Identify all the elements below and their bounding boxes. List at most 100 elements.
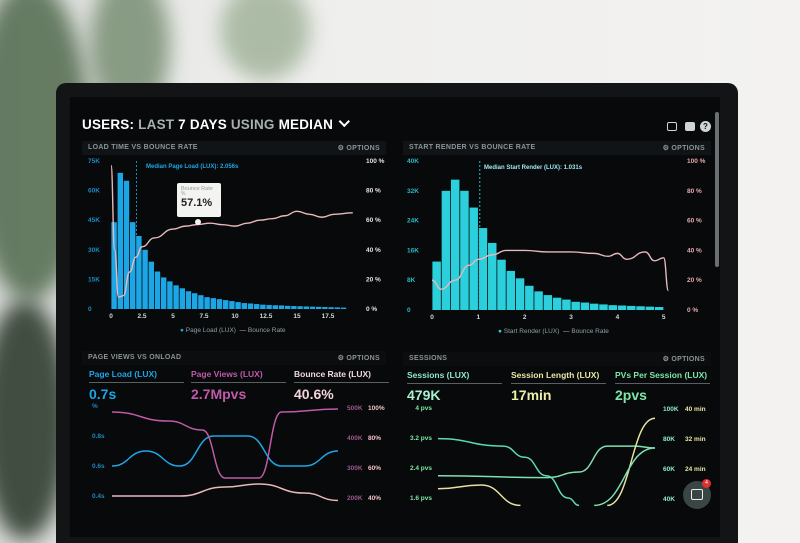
right-axis-b: 100% 80% 60% 40% bbox=[368, 405, 385, 503]
series-line bbox=[111, 408, 339, 479]
histogram-bar bbox=[525, 285, 534, 310]
legend-item[interactable]: Bounce Rate bbox=[571, 328, 609, 335]
bounce-rate-line bbox=[110, 164, 353, 298]
x-tick-label: 4 bbox=[616, 314, 620, 321]
options-label: OPTIONS bbox=[346, 355, 380, 362]
metric-bounce-rate[interactable]: Bounce Rate (LUX) 40.6% bbox=[294, 369, 389, 402]
y-tick-label: 16K bbox=[407, 247, 419, 254]
options-button[interactable]: ⚙ OPTIONS bbox=[662, 145, 705, 152]
tick-label: 0.8s bbox=[92, 433, 105, 440]
histogram-bar bbox=[179, 288, 185, 309]
x-tick-label: 2 bbox=[523, 314, 527, 321]
panel-title: PAGE VIEWS VS ONLOAD bbox=[88, 354, 182, 361]
legend-item[interactable]: Page Load (LUX) bbox=[185, 327, 236, 334]
metric-page-load[interactable]: Page Load (LUX) 0.7s bbox=[89, 369, 184, 402]
histogram-bar bbox=[488, 242, 497, 310]
share-icon[interactable] bbox=[685, 122, 695, 131]
histogram-bar bbox=[328, 307, 334, 309]
histogram-bar bbox=[469, 207, 478, 310]
tick-label: 0.6s bbox=[92, 463, 105, 470]
x-tick-label: 5 bbox=[171, 313, 175, 320]
histogram-bar bbox=[161, 277, 167, 309]
legend-item[interactable]: Start Render (LUX) bbox=[503, 328, 560, 335]
hover-point bbox=[195, 219, 201, 225]
histogram-bar bbox=[247, 303, 254, 309]
tick-label: 80% bbox=[368, 435, 382, 442]
histogram-bar bbox=[136, 235, 142, 309]
histogram-bar bbox=[322, 307, 328, 309]
x-tick-label: 17.5 bbox=[322, 313, 335, 320]
page-title[interactable]: USERS: LAST 7 DAYS USING MEDIAN bbox=[82, 115, 350, 132]
legend: ● Page Load (LUX) — Bounce Rate bbox=[180, 327, 286, 334]
panel-start-render-header: START RENDER VS BOUNCE RATE ⚙ OPTIONS bbox=[403, 141, 711, 155]
tick-label: 80K bbox=[663, 436, 675, 443]
legend-line-icon: — bbox=[563, 328, 570, 335]
histogram-bar bbox=[515, 278, 525, 310]
histogram-bar bbox=[260, 304, 266, 309]
options-button[interactable]: ⚙ OPTIONS bbox=[337, 355, 380, 362]
notification-badge: 4 bbox=[702, 479, 711, 488]
histogram-bar bbox=[192, 293, 198, 309]
y2-tick-label: 80 % bbox=[366, 188, 381, 195]
histogram-bar bbox=[506, 270, 516, 310]
options-label: OPTIONS bbox=[671, 145, 705, 152]
tick-label: 1.6 pvs bbox=[409, 495, 432, 502]
histogram-bar bbox=[562, 299, 571, 310]
title-prefix: USERS: bbox=[82, 117, 135, 132]
legend-item[interactable]: Bounce Rate bbox=[247, 327, 286, 334]
title-using: USING bbox=[230, 117, 275, 132]
right-axis-a: 100K 80K 60K 40K bbox=[663, 406, 679, 504]
y2-tick-label: 60 % bbox=[366, 217, 381, 224]
tick-label: 60K bbox=[663, 466, 675, 473]
help-icon[interactable]: ? bbox=[700, 121, 711, 132]
histogram-bar bbox=[460, 190, 469, 310]
x-tick-label: 3 bbox=[569, 314, 573, 321]
options-button[interactable]: ⚙ OPTIONS bbox=[662, 356, 705, 363]
options-label: OPTIONS bbox=[671, 356, 705, 363]
metric-sessions[interactable]: Sessions (LUX) 479K bbox=[407, 370, 502, 403]
histogram-bar bbox=[111, 222, 117, 309]
chat-button[interactable]: 4 bbox=[683, 479, 711, 509]
bounce-rate-line bbox=[431, 249, 670, 292]
series-line bbox=[437, 437, 580, 507]
monitor-icon[interactable] bbox=[667, 122, 677, 131]
histogram-bar bbox=[241, 303, 247, 309]
options-button[interactable]: ⚙ OPTIONS bbox=[337, 145, 380, 152]
y-tick-label: 40K bbox=[407, 158, 419, 165]
scrollbar[interactable] bbox=[715, 112, 719, 267]
histogram-bar bbox=[303, 306, 309, 309]
plant-blur bbox=[220, 0, 310, 80]
histogram-bar bbox=[617, 305, 627, 310]
metric-value: 479K bbox=[407, 387, 441, 403]
tick-label: 300K bbox=[347, 465, 363, 472]
histogram-bar bbox=[223, 300, 229, 309]
legend-dot-icon: ● bbox=[180, 327, 184, 334]
y-tick-label: 60K bbox=[88, 188, 100, 195]
left-axis: % 0.8s 0.6s 0.4s bbox=[92, 403, 105, 501]
median-label: Median Start Render (LUX): 1.031s bbox=[484, 165, 583, 171]
right-axis-a: 500K 400K 300K 200K bbox=[347, 405, 363, 503]
histogram-bar bbox=[580, 302, 590, 310]
y-tick-label: 24K bbox=[407, 218, 419, 225]
series-line bbox=[112, 483, 339, 502]
histogram-bar bbox=[654, 307, 664, 310]
series-line bbox=[111, 435, 339, 467]
tick-label: 40 min bbox=[685, 406, 706, 413]
metric-pvs-per-session[interactable]: PVs Per Session (LUX) 2pvs bbox=[615, 370, 710, 403]
histogram-bar bbox=[478, 228, 488, 310]
right-axis-b: 40 min 32 min 24 min bbox=[685, 406, 706, 474]
tooltip-value: 57.1% bbox=[181, 197, 213, 209]
metric-session-length[interactable]: Session Length (LUX) 17min bbox=[511, 370, 606, 403]
x-tick-label: 12.5 bbox=[260, 313, 273, 320]
histogram-bar bbox=[543, 295, 553, 310]
dashboard-screen bbox=[70, 97, 720, 537]
histogram-bar bbox=[254, 304, 260, 309]
tooltip-title: Bounce Rate bbox=[181, 186, 213, 192]
title-last: LAST bbox=[138, 117, 175, 132]
metric-page-views[interactable]: Page Views (LUX) 2.7Mpvs bbox=[191, 369, 286, 402]
y2-tick-label: 60 % bbox=[687, 218, 702, 225]
panel-title: SESSIONS bbox=[409, 355, 448, 362]
histogram-bar bbox=[235, 302, 241, 309]
